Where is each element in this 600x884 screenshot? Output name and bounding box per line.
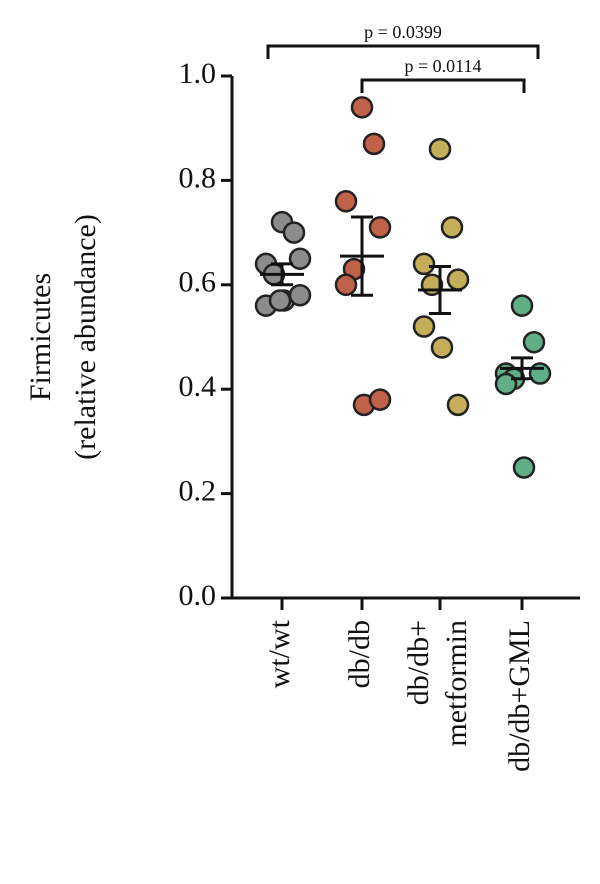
data-point [282, 221, 306, 244]
y-tick-label: 0.8 [179, 161, 217, 194]
y-tick-label: 1.0 [179, 57, 217, 90]
data-point [350, 96, 374, 119]
significance-bracket [360, 78, 526, 93]
data-point [440, 216, 464, 239]
annotation: p = 0.0114 [405, 56, 482, 76]
x-tick-label: metformin [440, 620, 473, 747]
data-point [412, 315, 436, 338]
data-point [412, 252, 436, 276]
data-point [362, 132, 386, 156]
y-tick-label: 0.4 [179, 370, 217, 403]
data-point [368, 216, 392, 239]
annotation: p = 0.0399 [364, 22, 442, 42]
x-tick-label: db/db+GML [503, 620, 536, 772]
data-point [368, 388, 392, 411]
significance-bracket [266, 44, 540, 59]
data-point [528, 362, 552, 385]
data-point [512, 456, 536, 479]
y-axis-label: (relative abundance) [69, 214, 102, 460]
data-point [268, 289, 292, 312]
y-axis-label: Firmicutes [24, 273, 57, 401]
data-point [334, 273, 358, 297]
data-point [510, 294, 534, 317]
data-point [446, 393, 470, 417]
x-tick-label: wt/wt [263, 619, 296, 688]
data-point [288, 283, 312, 307]
x-tick-label: db/db [343, 620, 376, 688]
x-tick-label: db/db+ [402, 620, 435, 705]
y-tick-label: 0.2 [179, 474, 217, 507]
data-point [430, 336, 454, 359]
y-tick-label: 0.6 [179, 266, 217, 299]
data-point [522, 330, 546, 354]
y-tick-label: 0.0 [179, 579, 217, 612]
data-point [334, 190, 358, 213]
data-point [428, 137, 452, 161]
data-point [494, 372, 518, 396]
data-point [446, 268, 470, 291]
data-point [288, 247, 312, 270]
